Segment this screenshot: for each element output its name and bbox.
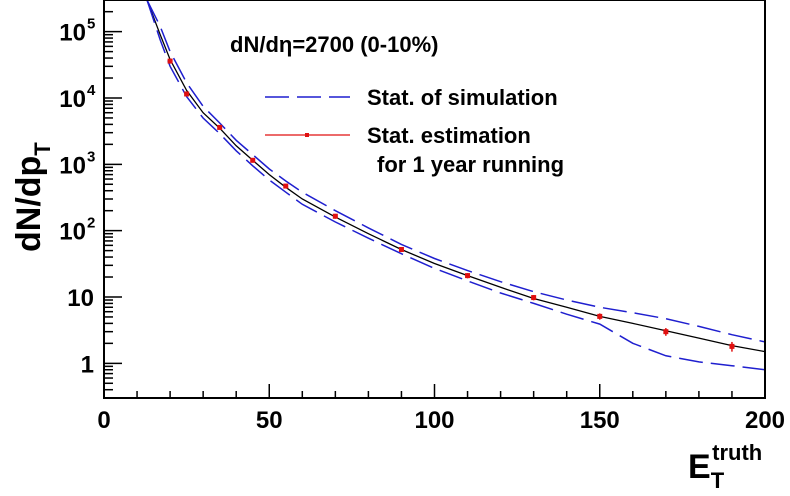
y-axis-title: dN/dpT <box>10 142 55 252</box>
y-tick-label-base: 10 <box>59 152 86 179</box>
legend: Stat. of simulation Stat. estimation for… <box>265 85 564 177</box>
y-tick-label-exponent: 4 <box>87 82 96 99</box>
y-tick-label: 10 <box>67 285 94 312</box>
y-tick-label-base: 10 <box>59 20 86 47</box>
y-tick-label: 1 <box>81 351 94 378</box>
x-tick-label: 50 <box>256 407 283 434</box>
x-tick-label: 0 <box>97 407 110 434</box>
x-axis-title-sup: truth <box>712 440 762 465</box>
data-point <box>597 313 603 319</box>
y-tick-label-base: 1 <box>81 351 94 378</box>
y-axis-title-main: dN/dp <box>10 156 48 252</box>
data-points <box>167 58 735 352</box>
x-tick-label: 100 <box>414 407 454 434</box>
y-tick-label-exponent: 2 <box>87 215 95 232</box>
y-tick-label: 10 <box>59 152 86 179</box>
y-tick-label: 10 <box>59 86 86 113</box>
data-point <box>729 343 735 349</box>
data-point <box>167 58 173 64</box>
y-tick-label-base: 10 <box>59 219 86 246</box>
x-axis-title: ETtruth <box>688 440 762 493</box>
x-axis-title-main: E <box>688 448 711 486</box>
legend-label-estimation: Stat. estimation <box>367 123 531 148</box>
legend-label-estimation-line2: for 1 year running <box>377 152 564 177</box>
data-point <box>663 329 669 335</box>
y-axis-title-sub: T <box>30 142 55 156</box>
y-tick-label: 10 <box>59 20 86 47</box>
annotation: dN/dη=2700 (0-10%) <box>230 32 438 57</box>
data-point <box>398 246 404 252</box>
curves <box>146 0 765 371</box>
series-line-central <box>146 0 765 353</box>
data-point <box>283 183 289 189</box>
legend-label-simulation: Stat. of simulation <box>367 85 558 110</box>
x-axis: 0 50 100 150 200 <box>97 384 785 434</box>
y-tick-label: 10 <box>59 219 86 246</box>
data-point <box>184 91 190 97</box>
x-tick-label: 150 <box>580 407 620 434</box>
x-axis-title-sub: T <box>711 468 725 493</box>
y-tick-label-exponent: 3 <box>87 148 95 165</box>
legend-marker <box>305 133 309 137</box>
y-tick-label-exponent: 5 <box>87 16 95 33</box>
y-tick-label-base: 10 <box>59 86 86 113</box>
y-tick-label-base: 10 <box>67 285 94 312</box>
x-tick-label: 200 <box>745 407 785 434</box>
series-line-upper <box>146 0 765 343</box>
data-point <box>217 124 223 130</box>
data-point <box>332 213 338 219</box>
data-point <box>250 157 256 163</box>
plot-frame <box>103 0 766 399</box>
data-point <box>531 295 537 301</box>
data-point <box>465 273 471 279</box>
series-line-lower <box>146 0 765 371</box>
